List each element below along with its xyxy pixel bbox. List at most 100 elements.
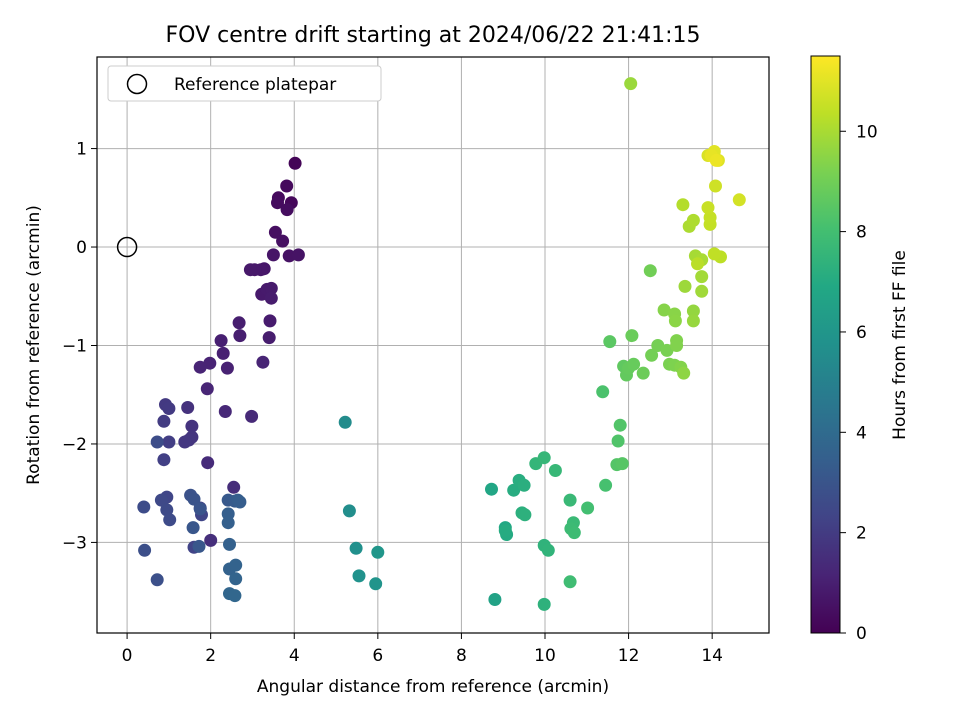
data-point [263, 314, 277, 328]
data-point [243, 263, 257, 277]
data-point [271, 196, 284, 210]
data-point [563, 493, 577, 507]
data-point [349, 541, 363, 555]
y-tick-label: 0 [76, 238, 87, 258]
data-point [193, 360, 207, 374]
y-tick-label: −1 [62, 336, 87, 356]
data-point [613, 418, 627, 432]
data-point [668, 314, 682, 328]
y-tick-label: 1 [76, 140, 87, 160]
data-point [262, 331, 276, 345]
colorbar-tick-label: 0 [856, 624, 867, 644]
data-point [703, 211, 717, 224]
x-tick-label: 14 [701, 646, 723, 666]
data-point [695, 270, 709, 284]
data-point [625, 329, 639, 343]
data-point [186, 521, 200, 535]
x-tick-label: 2 [205, 646, 216, 666]
data-point [181, 401, 195, 414]
data-point [488, 593, 502, 606]
data-point [138, 543, 152, 557]
data-point [537, 597, 551, 611]
data-point [676, 198, 690, 212]
data-point [369, 577, 383, 591]
colorbar-label: Hours from first FF file [890, 250, 910, 440]
data-point [150, 435, 164, 449]
data-point [232, 316, 246, 330]
data-point [256, 355, 270, 369]
data-point [288, 156, 302, 170]
x-axis-ticks: 0 2 4 6 8 10 12 14 [122, 633, 723, 666]
x-tick-label: 6 [372, 646, 383, 666]
data-point [264, 291, 278, 305]
data-point [233, 495, 247, 509]
data-point [677, 366, 691, 380]
reference-platepar-marker [116, 236, 138, 258]
data-point [611, 434, 625, 448]
data-point [200, 382, 214, 396]
colorbar-tick-label: 2 [856, 524, 867, 544]
data-point [185, 419, 199, 433]
data-point [517, 478, 531, 492]
data-point [691, 257, 704, 271]
data-point [686, 314, 700, 328]
data-point [223, 537, 236, 551]
colorbar-tick-label: 6 [856, 323, 867, 343]
data-point [596, 385, 610, 399]
data-point [280, 179, 294, 193]
data-point [280, 203, 294, 217]
data-point [178, 435, 192, 449]
y-tick-label: −2 [62, 435, 87, 455]
x-axis-label: Angular distance from reference (arcmin) [257, 677, 609, 697]
y-tick-label: −3 [62, 533, 87, 553]
data-point [615, 457, 629, 471]
data-point [266, 248, 280, 262]
data-point [137, 500, 151, 514]
data-point [163, 513, 177, 527]
y-axis-label: Rotation from reference (arcmin) [24, 205, 44, 485]
data-point [507, 483, 521, 497]
data-point [192, 539, 206, 553]
y-axis-ticks: −3 −2 −1 0 1 [62, 140, 97, 553]
data-point [342, 504, 356, 518]
data-point [229, 572, 243, 586]
data-point [643, 264, 657, 278]
data-point [695, 284, 709, 298]
data-point [233, 329, 247, 343]
data-point [670, 339, 684, 352]
data-point [567, 526, 581, 540]
data-point [563, 575, 577, 589]
data-point [227, 480, 241, 494]
data-point [276, 234, 290, 248]
data-point [548, 464, 562, 477]
x-tick-label: 0 [122, 646, 133, 666]
data-point [201, 456, 215, 470]
data-point [221, 516, 235, 530]
data-point [636, 366, 650, 380]
data-point [291, 248, 305, 262]
data-point [338, 415, 352, 429]
data-point [660, 343, 674, 357]
data-point [627, 357, 641, 371]
colorbar-tick-label: 10 [856, 122, 878, 142]
chart-title: FOV centre drift starting at 2024/06/22 … [166, 23, 701, 48]
data-point [624, 77, 638, 91]
data-point [581, 501, 595, 515]
data-point [220, 361, 234, 375]
data-point [157, 414, 171, 428]
colorbar-ticks: 0 2 4 6 8 10 [840, 122, 878, 644]
x-tick-label: 12 [618, 646, 640, 666]
data-point [229, 558, 243, 572]
data-point [541, 543, 555, 557]
data-point [193, 502, 207, 516]
legend-frame [107, 65, 382, 102]
data-point [264, 281, 278, 295]
x-tick-label: 8 [456, 646, 467, 666]
data-point [707, 247, 721, 261]
data-point [157, 453, 171, 467]
data-point [603, 335, 617, 349]
data-point [686, 213, 700, 227]
data-point [204, 533, 218, 547]
data-point [709, 179, 722, 193]
